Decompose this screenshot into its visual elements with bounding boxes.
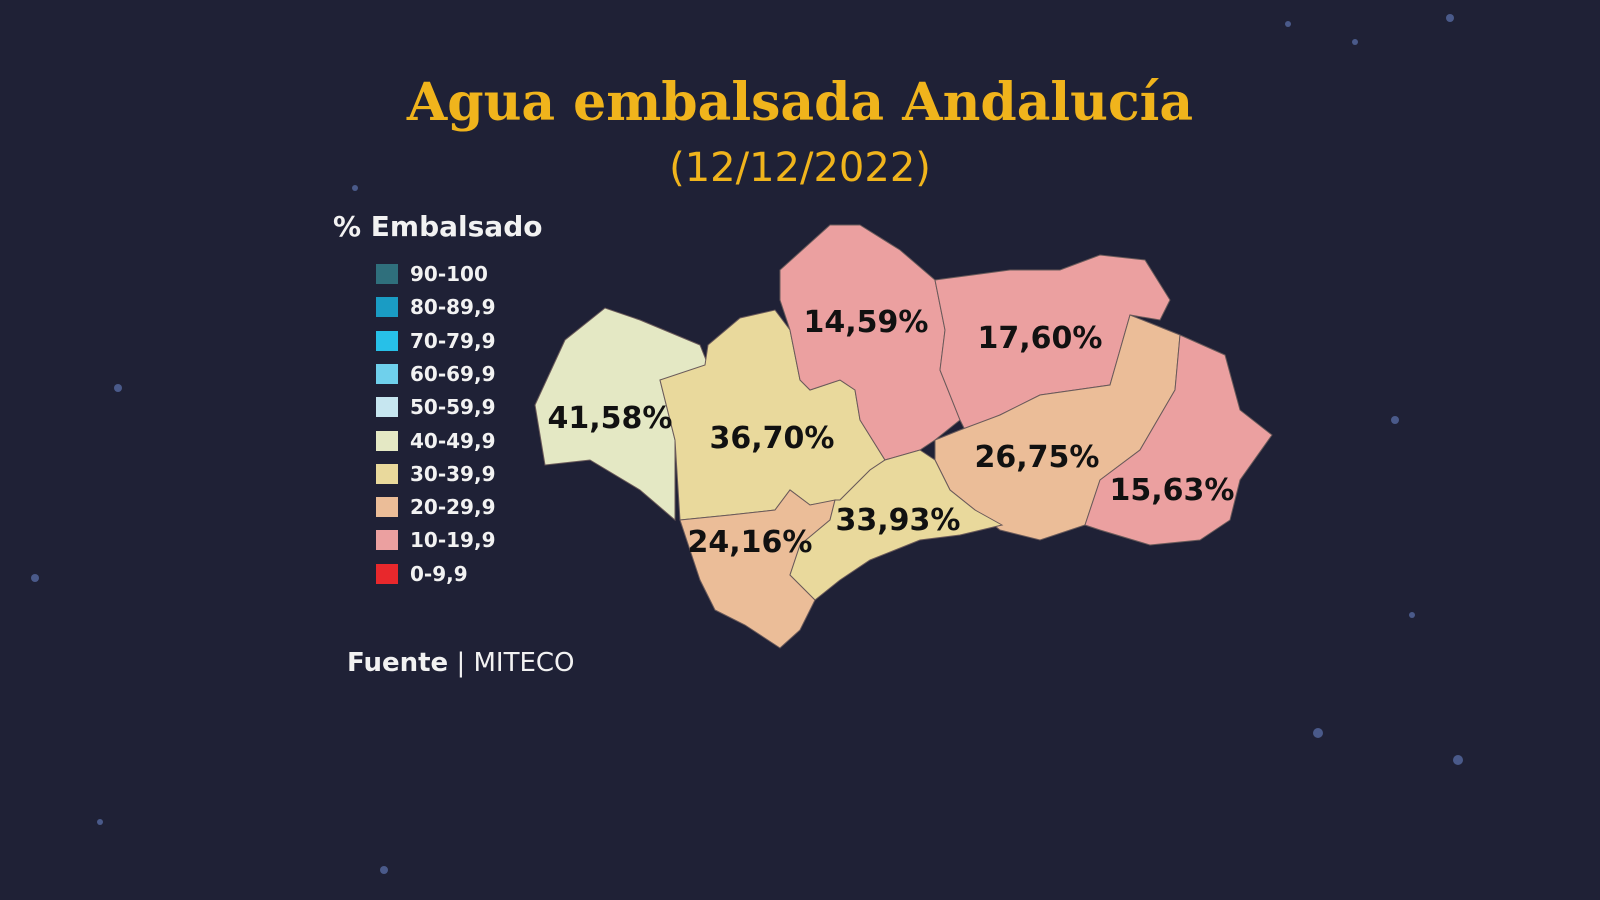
legend-label: 20-29,9 — [410, 495, 496, 520]
legend-item: 40-49,9 — [376, 429, 495, 453]
legend-item: 70-79,9 — [376, 329, 495, 353]
legend-label: 0-9,9 — [410, 561, 468, 586]
legend-item: 30-39,9 — [376, 462, 495, 486]
legend-item: 80-89,9 — [376, 295, 495, 319]
legend-swatch — [376, 264, 398, 284]
legend-label: 50-59,9 — [410, 395, 496, 420]
legend-label: 80-89,9 — [410, 295, 496, 320]
legend-swatch — [376, 297, 398, 318]
legend-swatch — [376, 363, 398, 384]
legend-swatch — [376, 330, 398, 351]
province-value-label: 41,58% — [548, 401, 673, 436]
province-value-label: 17,60% — [978, 321, 1103, 356]
legend-label: 10-19,9 — [410, 528, 496, 553]
legend-swatch — [376, 530, 398, 551]
legend-swatch — [376, 563, 398, 584]
legend-label: 30-39,9 — [410, 461, 496, 486]
province-value-label: 14,59% — [804, 305, 929, 340]
legend-item: 0-9,9 — [376, 562, 468, 586]
source-value: MITECO — [473, 648, 575, 678]
source-label: Fuente — [347, 648, 449, 678]
province-region — [789, 449, 1004, 601]
legend-swatch — [376, 397, 398, 418]
legend-label: 60-69,9 — [410, 361, 496, 386]
legend-label: 40-49,9 — [410, 428, 496, 453]
legend-label: 70-79,9 — [410, 328, 496, 353]
legend-item: 20-29,9 — [376, 495, 495, 519]
province-value-label: 36,70% — [710, 421, 835, 456]
province-value-label: 24,16% — [688, 525, 813, 560]
province-value-label: 15,63% — [1110, 473, 1235, 508]
legend-item: 50-59,9 — [376, 395, 495, 419]
legend-item: 90-100 — [376, 262, 488, 286]
legend-title: % Embalsado — [333, 210, 543, 243]
legend-item: 60-69,9 — [376, 362, 495, 386]
map-date: (12/12/2022) — [669, 145, 931, 191]
province-region — [1084, 334, 1273, 546]
province-value-label: 33,93% — [836, 503, 961, 538]
legend-swatch — [376, 463, 398, 484]
legend-label: 90-100 — [410, 262, 488, 286]
legend-swatch — [376, 497, 398, 518]
map-title: Agua embalsada Andalucía — [406, 72, 1194, 133]
legend-item: 10-19,9 — [376, 528, 495, 552]
legend-swatch — [376, 430, 398, 451]
province-value-label: 26,75% — [975, 440, 1100, 475]
source-credit: Fuente | MITECO — [347, 648, 575, 678]
